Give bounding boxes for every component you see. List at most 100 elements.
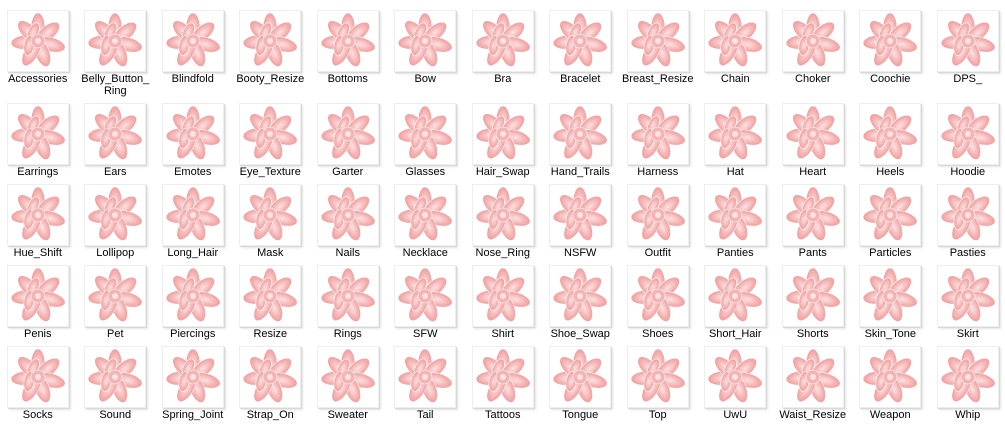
file-icon	[549, 10, 612, 72]
flower-image	[629, 12, 687, 70]
file-item[interactable]: Pasties	[929, 182, 1005, 263]
file-item[interactable]: Eye_Texture	[232, 101, 310, 182]
file-item[interactable]: Harness	[619, 101, 697, 182]
flower-image	[397, 186, 455, 244]
file-icon	[704, 10, 767, 72]
file-item[interactable]: Penis	[0, 263, 77, 344]
file-item[interactable]: Spring_Joint	[154, 344, 232, 425]
file-item[interactable]: Pet	[77, 263, 155, 344]
file-icon	[394, 184, 457, 246]
flower-image	[862, 105, 920, 163]
file-item[interactable]: DPS_	[929, 8, 1005, 89]
file-item[interactable]: Piercings	[154, 263, 232, 344]
file-item[interactable]: Chain	[697, 8, 775, 89]
flower-image	[9, 12, 67, 70]
file-item[interactable]: Particles	[852, 182, 930, 263]
flower-image	[707, 186, 765, 244]
file-item[interactable]: Skirt	[929, 263, 1005, 344]
file-item[interactable]: Shirt	[464, 263, 542, 344]
file-item[interactable]: Whip	[929, 344, 1005, 425]
file-item[interactable]: Hue_Shift	[0, 182, 77, 263]
file-item[interactable]: Bow	[387, 8, 465, 89]
file-icon	[781, 346, 844, 408]
file-name: Hue_Shift	[13, 247, 62, 259]
file-icon	[471, 103, 534, 165]
file-item[interactable]: Nose_Ring	[464, 182, 542, 263]
file-item[interactable]: Tail	[387, 344, 465, 425]
file-item[interactable]: Choker	[774, 8, 852, 89]
file-item[interactable]: Belly_Button_Ring	[77, 8, 155, 101]
file-icon	[394, 265, 457, 327]
file-item[interactable]: Bra	[464, 8, 542, 89]
file-item[interactable]: Shoe_Swap	[542, 263, 620, 344]
file-item[interactable]: Bottoms	[309, 8, 387, 89]
file-item[interactable]: Hoodie	[929, 101, 1005, 182]
file-item[interactable]: Shorts	[774, 263, 852, 344]
file-item[interactable]: Skin_Tone	[852, 263, 930, 344]
file-item[interactable]: Heels	[852, 101, 930, 182]
flower-image	[707, 12, 765, 70]
file-name: SFW	[413, 328, 438, 340]
file-item[interactable]: NSFW	[542, 182, 620, 263]
file-item[interactable]: Outfit	[619, 182, 697, 263]
flower-image	[939, 348, 997, 406]
file-item[interactable]: Mask	[232, 182, 310, 263]
file-item[interactable]: Sound	[77, 344, 155, 425]
file-item[interactable]: Hair_Swap	[464, 101, 542, 182]
flower-image	[862, 267, 920, 325]
flower-image	[629, 105, 687, 163]
file-item[interactable]: Sweater	[309, 344, 387, 425]
file-name: Tongue	[562, 409, 599, 421]
file-item[interactable]: UwU	[697, 344, 775, 425]
file-name: Shoe_Swap	[550, 328, 610, 340]
file-item[interactable]: Tongue	[542, 344, 620, 425]
flower-image	[939, 12, 997, 70]
file-item[interactable]: Bracelet	[542, 8, 620, 89]
file-name: Mask	[257, 247, 284, 259]
file-item[interactable]: Pants	[774, 182, 852, 263]
flower-image	[862, 12, 920, 70]
file-item[interactable]: Hat	[697, 101, 775, 182]
file-item[interactable]: Weapon	[852, 344, 930, 425]
file-icon	[936, 346, 999, 408]
flower-image	[164, 105, 222, 163]
file-item[interactable]: Glasses	[387, 101, 465, 182]
file-icon	[704, 103, 767, 165]
file-item[interactable]: Hand_Trails	[542, 101, 620, 182]
file-item[interactable]: Nails	[309, 182, 387, 263]
file-item[interactable]: Short_Hair	[697, 263, 775, 344]
file-item[interactable]: Socks	[0, 344, 77, 425]
file-item[interactable]: Blindfold	[154, 8, 232, 89]
file-item[interactable]: Emotes	[154, 101, 232, 182]
file-item[interactable]: Waist_Resize	[774, 344, 852, 425]
file-name: Resize	[253, 328, 288, 340]
file-name: Earrings	[17, 166, 59, 178]
file-item[interactable]: Rings	[309, 263, 387, 344]
file-item[interactable]: Ears	[77, 101, 155, 182]
file-item[interactable]: Booty_Resize	[232, 8, 310, 89]
file-item[interactable]: Earrings	[0, 101, 77, 182]
file-name: Hand_Trails	[550, 166, 610, 178]
file-item[interactable]: Top	[619, 344, 697, 425]
file-item[interactable]: Accessories	[0, 8, 77, 89]
file-item[interactable]: Strap_On	[232, 344, 310, 425]
file-item[interactable]: SFW	[387, 263, 465, 344]
file-name: Bottoms	[327, 73, 368, 85]
file-item[interactable]: Necklace	[387, 182, 465, 263]
file-name: Belly_Button_Ring	[81, 73, 150, 97]
file-item[interactable]: Long_Hair	[154, 182, 232, 263]
file-item[interactable]: Panties	[697, 182, 775, 263]
flower-image	[707, 348, 765, 406]
file-item[interactable]: Tattoos	[464, 344, 542, 425]
file-item[interactable]: Garter	[309, 101, 387, 182]
file-name: UwU	[723, 409, 748, 421]
file-item[interactable]: Heart	[774, 101, 852, 182]
file-name: Shoes	[642, 328, 674, 340]
file-item[interactable]: Lollipop	[77, 182, 155, 263]
file-name: Bra	[494, 73, 512, 85]
file-item[interactable]: Breast_Resize	[619, 8, 697, 89]
file-item[interactable]: Coochie	[852, 8, 930, 89]
file-item[interactable]: Resize	[232, 263, 310, 344]
file-name: Skirt	[956, 328, 979, 340]
file-item[interactable]: Shoes	[619, 263, 697, 344]
